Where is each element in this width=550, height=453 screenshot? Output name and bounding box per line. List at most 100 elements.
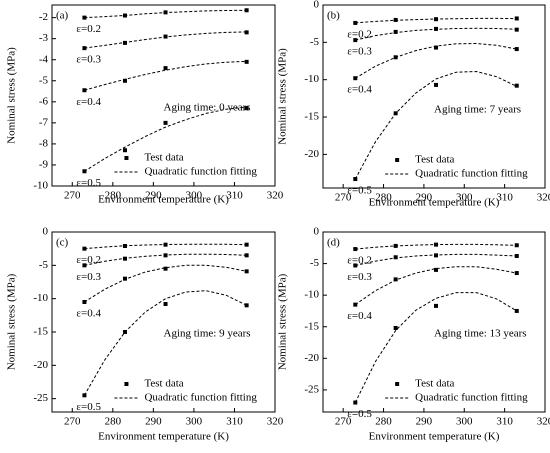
legend-label: Quadratic function fitting — [415, 168, 528, 180]
x-tick-label: 270 — [64, 416, 81, 428]
legend-marker — [124, 382, 129, 386]
strain-label: ε=0.2 — [76, 254, 101, 266]
x-tick-label: 310 — [226, 190, 243, 202]
y-tick-label: 0 — [43, 226, 49, 238]
annotation: Aging time: 0 years — [164, 102, 251, 114]
data-point — [244, 269, 249, 274]
annotation: Aging time: 13 years — [434, 328, 527, 340]
legend-label: Test data — [144, 152, 183, 164]
legend-label: Quadratic function fitting — [415, 392, 528, 404]
data-point — [393, 243, 398, 248]
strain-label: ε=0.4 — [347, 84, 372, 96]
y-tick-label: -25 — [33, 392, 48, 404]
x-tick-label: 300 — [186, 190, 203, 202]
data-point — [163, 34, 168, 39]
y-tick-label: -25 — [304, 383, 319, 395]
x-axis-label: Environment temperature (K) — [98, 194, 229, 206]
strain-label: ε=0.5 — [347, 185, 372, 197]
x-tick-label: 310 — [496, 416, 513, 428]
fit-curve — [84, 264, 247, 303]
data-point — [163, 120, 168, 125]
strain-label: ε=0.2 — [347, 28, 372, 40]
y-tick-label: -4 — [39, 53, 49, 65]
data-point — [434, 303, 439, 308]
y-tick-label: 0 — [314, 226, 320, 238]
strain-label: ε=0.4 — [347, 310, 372, 322]
x-tick-label: 300 — [456, 192, 473, 204]
strain-label: ε=0.5 — [76, 401, 101, 413]
data-point — [82, 246, 87, 251]
data-point — [514, 243, 519, 248]
fit-curve — [84, 106, 247, 172]
y-tick-label: -15 — [33, 326, 48, 338]
data-point — [353, 247, 358, 252]
strain-label: ε=0.4 — [76, 308, 101, 320]
data-point — [514, 254, 519, 258]
x-tick-label: 280 — [105, 190, 122, 202]
data-point — [353, 263, 358, 268]
data-point — [434, 242, 439, 247]
data-point — [82, 393, 87, 398]
y-tick-label: -8 — [39, 137, 49, 149]
x-tick-label: 290 — [145, 416, 162, 428]
data-point — [244, 30, 249, 35]
y-tick-label: -20 — [33, 359, 48, 371]
y-axis-label: Nominal stress (MPa) — [277, 48, 289, 145]
data-point — [82, 300, 87, 304]
x-tick-label: 280 — [105, 416, 122, 428]
fit-curve — [83, 290, 247, 396]
data-point — [393, 55, 398, 60]
x-tick-label: 280 — [375, 192, 392, 204]
data-point — [122, 148, 127, 153]
data-point — [244, 242, 249, 247]
data-point — [434, 45, 439, 50]
data-point — [163, 66, 168, 71]
data-point — [353, 400, 358, 405]
data-point — [393, 255, 398, 260]
x-tick-label: 280 — [375, 416, 392, 428]
x-axis-label: Environment temperature (K) — [369, 431, 500, 443]
data-point — [353, 302, 358, 307]
data-point — [434, 26, 439, 31]
strain-label: ε=0.3 — [347, 271, 372, 283]
y-tick-label: 0 — [314, 0, 320, 11]
data-point — [514, 47, 519, 52]
legend-label: Test data — [415, 154, 454, 166]
strain-label: ε=0.3 — [76, 54, 101, 66]
data-point — [514, 271, 519, 276]
x-tick-label: 300 — [186, 416, 203, 428]
data-point — [163, 266, 168, 271]
panel-label: (d) — [327, 237, 340, 249]
plot-frame — [51, 4, 276, 187]
x-tick-label: 320 — [537, 416, 550, 428]
data-point — [393, 17, 398, 22]
x-tick-label: 320 — [537, 192, 550, 204]
y-tick-label: -9 — [39, 158, 49, 170]
legend-label: Test data — [415, 378, 454, 390]
strain-label: ε=0.2 — [76, 23, 101, 35]
fit-curve — [84, 31, 247, 49]
data-point — [353, 38, 358, 43]
annotation: Aging time: 9 years — [164, 328, 251, 340]
data-point — [82, 88, 87, 93]
x-tick-label: 310 — [496, 192, 513, 204]
y-axis-label: Nominal stress (MPa) — [277, 273, 289, 370]
legend-marker — [124, 156, 129, 160]
legend-label: Test data — [144, 378, 183, 390]
data-point — [514, 308, 519, 313]
x-tick-label: 290 — [416, 416, 433, 428]
strain-label: ε=0.4 — [76, 96, 101, 108]
x-tick-label: 290 — [416, 192, 433, 204]
plot-frame — [322, 231, 546, 413]
plot-frame — [51, 231, 276, 413]
plot-frame — [322, 4, 546, 189]
y-axis-label: Nominal stress (MPa) — [6, 273, 18, 370]
y-tick-label: -15 — [304, 320, 319, 332]
data-point — [122, 256, 127, 261]
y-tick-label: -20 — [304, 352, 319, 364]
data-point — [244, 303, 249, 308]
fit-curve — [355, 266, 517, 306]
y-tick-label: -7 — [39, 116, 49, 128]
y-tick-label: -3 — [39, 32, 49, 44]
